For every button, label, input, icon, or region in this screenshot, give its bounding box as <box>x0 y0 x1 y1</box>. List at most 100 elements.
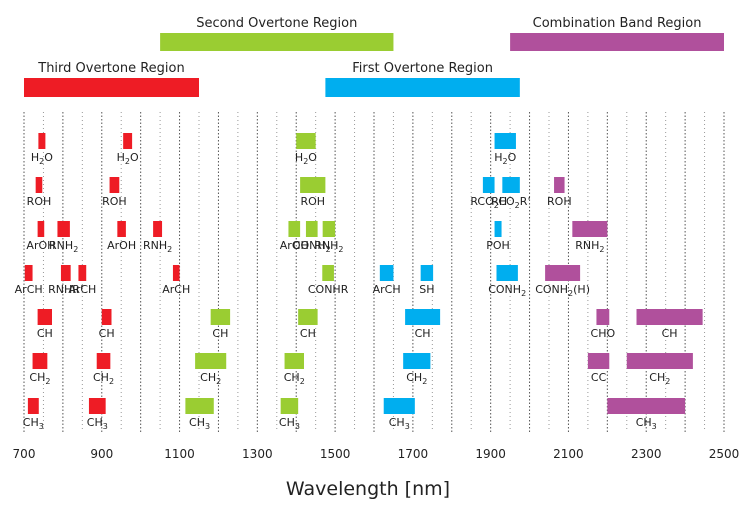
region-bar <box>160 33 394 51</box>
band-bar <box>57 221 70 237</box>
band-bar <box>195 353 227 369</box>
x-tick-label: 1500 <box>320 447 351 461</box>
region-label: Third Overtone Region <box>37 61 185 76</box>
band-bar <box>300 177 326 193</box>
x-tick-label: 1900 <box>475 447 506 461</box>
band-bar <box>123 133 133 149</box>
band-bar <box>482 177 495 193</box>
band-bar <box>403 353 431 369</box>
band-label: CH2 <box>284 371 305 386</box>
band-label: ROH <box>102 195 127 208</box>
band-bar <box>210 309 231 325</box>
band-label: RNH2 <box>575 239 604 254</box>
band-label: H2O <box>117 151 139 166</box>
region-label: Second Overtone Region <box>196 16 357 31</box>
x-tick-label: 900 <box>90 447 113 461</box>
band-label: CH3 <box>189 416 210 431</box>
band-bar <box>322 221 336 237</box>
band-label: ArCH <box>162 283 190 296</box>
band-label: ArCH <box>373 283 401 296</box>
band-label: CH <box>300 327 316 340</box>
band-label: CH2 <box>649 371 670 386</box>
band-label: RCO2H <box>470 195 507 210</box>
band-bar <box>296 133 316 149</box>
band-label: CH <box>415 327 431 340</box>
band-bar <box>109 177 120 193</box>
band-bar <box>636 309 703 325</box>
band-label: CH3 <box>87 416 108 431</box>
band-bar <box>101 309 112 325</box>
band-label: H2O <box>494 151 516 166</box>
x-axis: 700 900 1100 1300 1500 1700 1900 2100 2300 2500 <box>13 447 740 461</box>
band-bar <box>60 265 71 281</box>
band-label: RNH2 <box>49 239 78 254</box>
band-bar <box>96 353 111 369</box>
x-tick-label: 2100 <box>553 447 584 461</box>
band-bar <box>88 398 106 414</box>
band-label: CH2 <box>200 371 221 386</box>
band-label: CH <box>99 327 115 340</box>
band-label: CH <box>662 327 678 340</box>
band-label: ArCH <box>68 283 96 296</box>
band-bar <box>494 221 502 237</box>
band-bar <box>27 398 39 414</box>
band-label: CONH2 <box>293 239 331 254</box>
band-bar <box>305 221 318 237</box>
band-bar <box>587 353 610 369</box>
x-tick-label: 1100 <box>164 447 195 461</box>
band-label: CH <box>212 327 228 340</box>
band-bar <box>383 398 415 414</box>
band-bar <box>117 221 126 237</box>
band-label: CH <box>37 327 53 340</box>
band-label: ArOH <box>107 239 136 252</box>
band-label: CH3 <box>279 416 300 431</box>
band-label: ArCH <box>15 283 43 296</box>
band-label: ArOH <box>280 239 309 252</box>
band-bar <box>172 265 180 281</box>
region-layer: Second Overtone Region Combination Band R… <box>24 16 724 97</box>
band-label: ROH <box>547 195 572 208</box>
band-bar <box>379 265 394 281</box>
band-bar <box>37 309 52 325</box>
band-label: POH <box>486 239 510 252</box>
band-bar <box>322 265 334 281</box>
band-bar <box>35 177 43 193</box>
band-label: CH2 <box>406 371 427 386</box>
band-bar <box>37 221 45 237</box>
band-bar <box>502 177 520 193</box>
band-label: CHO <box>591 327 616 340</box>
band-label: CONH2(H) <box>535 283 590 298</box>
band-bar <box>420 265 434 281</box>
band-label: CC <box>591 371 607 384</box>
band-label: H2O <box>31 151 53 166</box>
band-bar <box>284 353 304 369</box>
band-label: RNH2 <box>314 239 343 254</box>
band-label: CH2 <box>29 371 50 386</box>
band-label: RNH2 <box>143 239 172 254</box>
band-label: CH2 <box>93 371 114 386</box>
band-bar <box>607 398 686 414</box>
band-bar <box>405 309 441 325</box>
band-bar <box>24 265 33 281</box>
x-tick-label: 1700 <box>398 447 429 461</box>
band-bar <box>554 177 565 193</box>
band-bar <box>596 309 610 325</box>
band-bar <box>280 398 299 414</box>
band-bar <box>32 353 48 369</box>
band-label: ROH <box>300 195 325 208</box>
band-bar <box>298 309 318 325</box>
region-label: Combination Band Region <box>533 16 702 31</box>
region-bar <box>24 78 199 97</box>
band-bar <box>185 398 214 414</box>
x-tick-label: 700 <box>13 447 36 461</box>
band-label: ROH <box>27 195 52 208</box>
band-bar <box>545 265 581 281</box>
x-tick-label: 1300 <box>242 447 273 461</box>
x-axis-title: Wavelength [nm] <box>286 478 450 500</box>
band-label: CH3 <box>636 416 657 431</box>
band-bar <box>153 221 163 237</box>
x-tick-label: 2300 <box>631 447 662 461</box>
band-bar <box>38 133 46 149</box>
